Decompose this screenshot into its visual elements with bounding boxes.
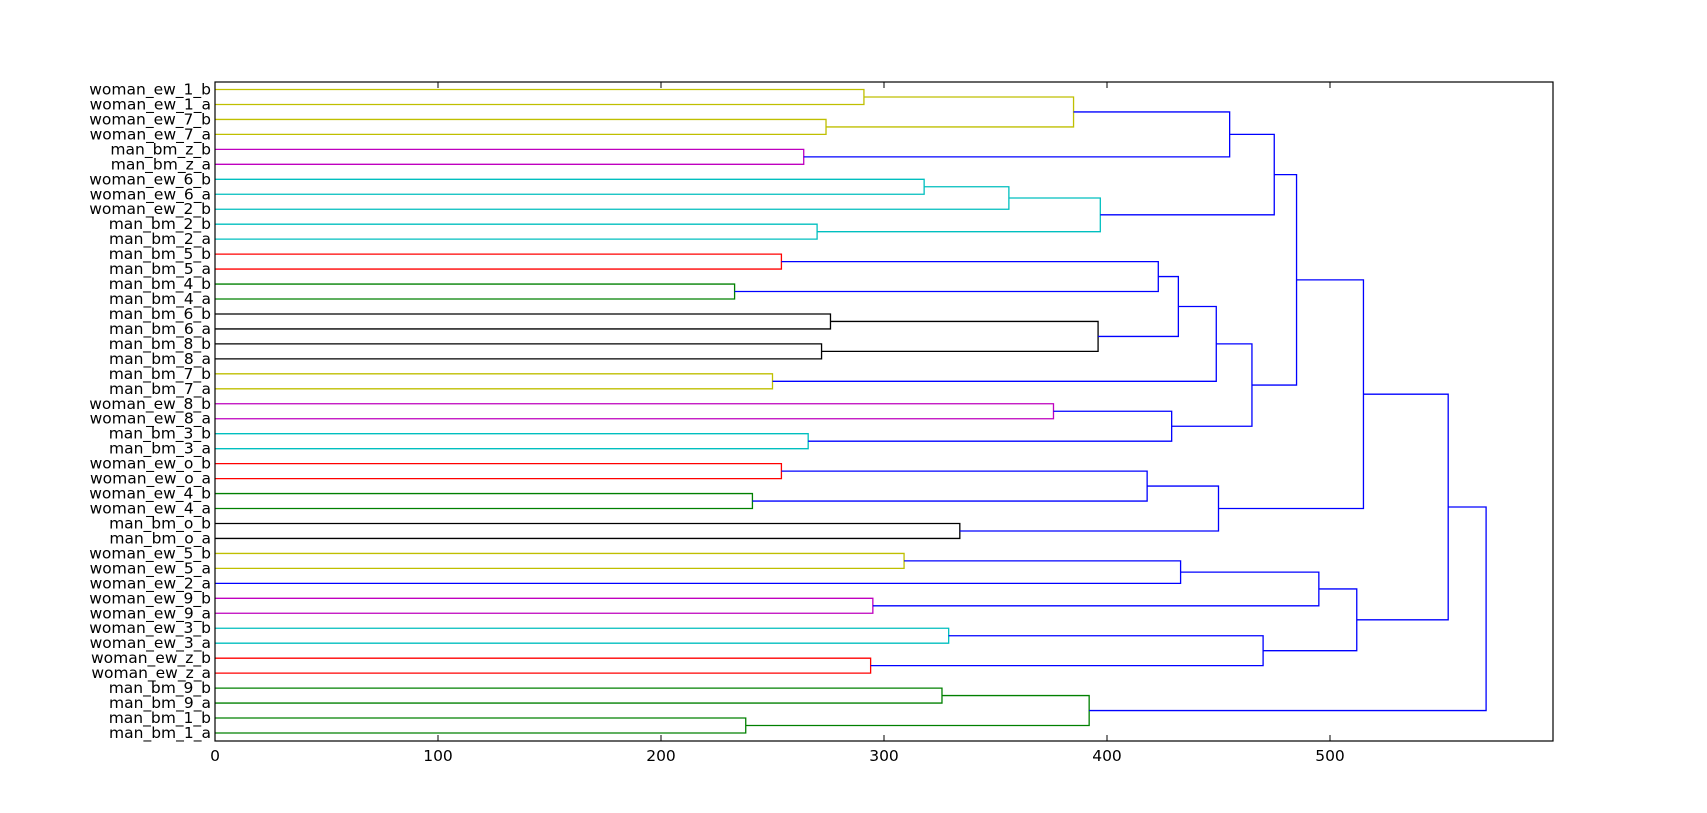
- leaf-label-woman-ew-o-a: woman_ew_o_a: [90, 470, 211, 489]
- leaf-label-man-bm-8-b: man_bm_8_b: [109, 335, 211, 354]
- leaf-label-man-bm-2-a: man_bm_2_a: [109, 230, 211, 249]
- x-axis: 0 100 200 300 400 500: [210, 82, 1345, 765]
- leaf-label-man-bm-1-a: man_bm_1_a: [109, 724, 211, 743]
- leaf-label-man-bm-8-a: man_bm_8_a: [109, 350, 211, 369]
- plot-frame: [214, 81, 1554, 742]
- leaf-label-woman-ew-4-b: woman_ew_4_b: [89, 485, 211, 504]
- leaf-label-woman-ew-7-b: woman_ew_7_b: [89, 110, 211, 129]
- leaf-label-woman-ew-9-b: woman_ew_9_b: [89, 589, 211, 608]
- leaf-label-woman-ew-2-b: woman_ew_2_b: [89, 200, 211, 219]
- leaf-label-woman-ew-6-b: woman_ew_6_b: [89, 170, 211, 189]
- leaf-label-man-bm-3-a: man_bm_3_a: [109, 440, 211, 459]
- leaf-label-man-bm-z-b: man_bm_z_b: [110, 140, 211, 159]
- leaf-label-woman-ew-5-a: woman_ew_5_a: [90, 559, 211, 578]
- leaf-label-man-bm-2-b: man_bm_2_b: [109, 215, 211, 234]
- leaf-label-woman-ew-8-b: woman_ew_8_b: [89, 395, 211, 414]
- leaf-label-woman-ew-1-a: woman_ew_1_a: [90, 95, 211, 114]
- leaf-label-man-bm-4-b: man_bm_4_b: [109, 275, 211, 294]
- leaf-label-woman-ew-z-a: woman_ew_z_a: [91, 664, 211, 683]
- x-tick-label-300: 300: [869, 747, 899, 765]
- leaf-label-man-bm-o-b: man_bm_o_b: [109, 514, 211, 533]
- leaf-label-man-bm-3-b: man_bm_3_b: [109, 425, 211, 444]
- leaf-label-woman-ew-2-a: woman_ew_2_a: [90, 574, 211, 593]
- leaf-label-woman-ew-9-a: woman_ew_9_a: [90, 604, 211, 623]
- leaf-label-woman-ew-o-b: woman_ew_o_b: [90, 455, 211, 474]
- leaf-label-woman-ew-7-a: woman_ew_7_a: [90, 125, 211, 144]
- leaf-label-man-bm-6-a: man_bm_6_a: [109, 320, 211, 339]
- x-tick-label-200: 200: [646, 747, 676, 765]
- leaf-label-man-bm-5-a: man_bm_5_a: [109, 260, 211, 279]
- leaf-label-man-bm-o-a: man_bm_o_a: [109, 529, 211, 548]
- leaf-label-woman-ew-3-a: woman_ew_3_a: [90, 634, 211, 653]
- link-n43: [1089, 506, 1487, 712]
- leaf-label-woman-ew-5-b: woman_ew_5_b: [89, 544, 211, 563]
- leaf-label-woman-ew-6-a: woman_ew_6_a: [90, 185, 211, 204]
- leaf-labels: woman_ew_1_bwoman_ew_1_awoman_ew_7_bwoma…: [89, 81, 211, 744]
- leaf-label-man-bm-4-a: man_bm_4_a: [109, 290, 211, 309]
- x-tick-label-0: 0: [210, 747, 220, 765]
- leaf-label-man-bm-9-b: man_bm_9_b: [109, 679, 211, 698]
- leaf-label-man-bm-7-a: man_bm_7_a: [109, 380, 211, 399]
- leaf-label-man-bm-7-b: man_bm_7_b: [109, 365, 211, 384]
- leaf-label-woman-ew-z-b: woman_ew_z_b: [91, 649, 211, 668]
- x-tick-label-500: 500: [1315, 747, 1345, 765]
- leaf-label-woman-ew-3-b: woman_ew_3_b: [89, 619, 211, 638]
- x-tick-label-100: 100: [423, 747, 453, 765]
- leaf-label-man-bm-6-b: man_bm_6_b: [109, 305, 211, 324]
- leaf-label-woman-ew-1-b: woman_ew_1_b: [89, 81, 211, 100]
- leaf-label-man-bm-1-b: man_bm_1_b: [109, 709, 211, 728]
- leaf-label-woman-ew-8-a: woman_ew_8_a: [90, 410, 211, 429]
- leaf-label-man-bm-z-a: man_bm_z_a: [111, 155, 211, 174]
- dendrogram-links: [215, 88, 1487, 734]
- leaf-label-man-bm-5-b: man_bm_5_b: [109, 245, 211, 264]
- x-tick-label-400: 400: [1092, 747, 1122, 765]
- leaf-label-man-bm-9-a: man_bm_9_a: [109, 694, 211, 713]
- leaf-label-woman-ew-4-a: woman_ew_4_a: [90, 500, 211, 519]
